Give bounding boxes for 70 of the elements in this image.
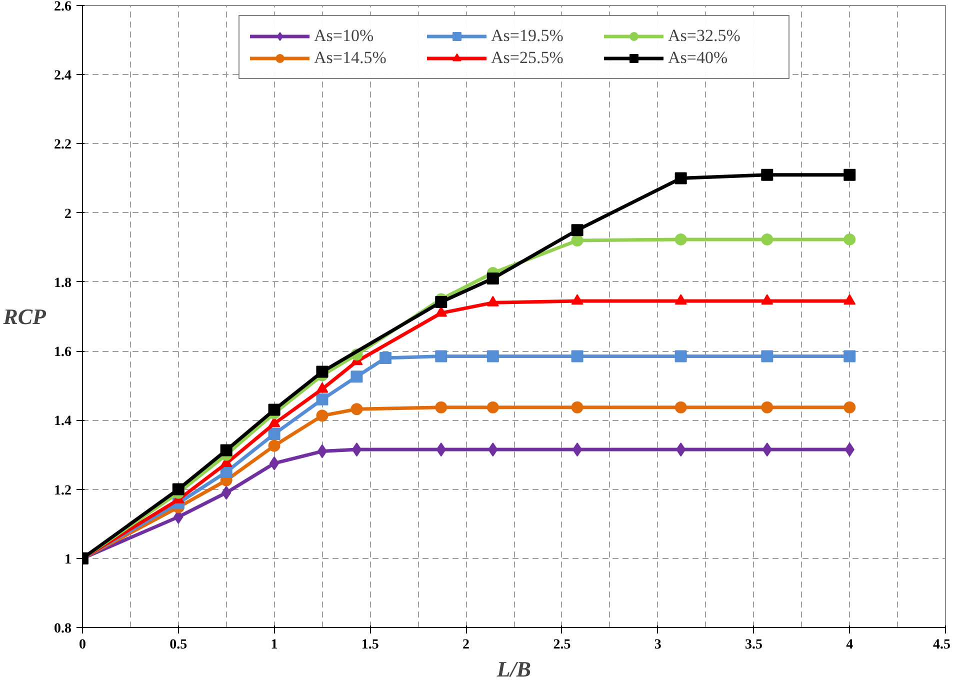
x-tick-label: 1 [270, 638, 278, 652]
point [352, 442, 362, 457]
x-tick-label: 4.5 [933, 638, 950, 652]
legend-label: As=32.5% [668, 26, 742, 46]
y-tick-label: 2.2 [54, 138, 72, 153]
y-tick-label: 0.8 [54, 622, 72, 636]
point [761, 233, 774, 246]
point [844, 350, 856, 362]
point [172, 483, 184, 496]
point [761, 350, 774, 362]
point [486, 350, 499, 362]
point [316, 366, 328, 378]
x-tick-label: 0 [79, 638, 86, 652]
point [268, 428, 280, 440]
point [350, 403, 363, 416]
x-tick-label: 0.5 [170, 638, 188, 652]
point [269, 456, 280, 470]
point [674, 233, 687, 246]
x-tick-label: 1.5 [361, 638, 379, 652]
legend-label: As=19.5% [491, 26, 564, 46]
point [571, 294, 584, 305]
point [486, 272, 499, 284]
point [486, 296, 499, 306]
point [761, 168, 774, 181]
y-tick-label: 2 [64, 206, 72, 222]
legend-label: As=14.5% [314, 48, 388, 68]
x-tick-label: 4 [846, 638, 854, 652]
point [761, 401, 774, 414]
point [571, 401, 584, 414]
x-tick-label: 3.5 [744, 638, 762, 652]
point [435, 350, 448, 362]
legend-label: As=40% [668, 48, 729, 68]
legend-label: As=25.5% [491, 48, 564, 68]
point [380, 352, 392, 364]
point [674, 401, 687, 414]
point [486, 401, 499, 414]
point [844, 294, 856, 305]
y-tick-label: 1.8 [54, 276, 72, 291]
point [571, 350, 584, 362]
point [435, 401, 448, 414]
point [761, 294, 774, 305]
legend-label: As=10% [314, 26, 375, 46]
x-tick-label: 3 [654, 638, 662, 652]
y-tick-label: 2.4 [54, 68, 72, 84]
point [316, 410, 328, 422]
point [844, 168, 856, 181]
y-axis-title: RCP [2, 304, 47, 329]
point [350, 370, 363, 383]
point [572, 442, 582, 457]
point [268, 440, 280, 452]
y-tick-label: 1.6 [54, 345, 72, 360]
point [435, 296, 448, 308]
y-tick-label: 1.4 [54, 414, 72, 430]
x-axis-title: L/B [496, 656, 532, 682]
point [316, 382, 328, 393]
x-tick-label: 2 [462, 638, 470, 652]
point [268, 404, 280, 416]
point [674, 294, 687, 305]
point [571, 224, 584, 236]
point [844, 401, 856, 414]
y-tick-label: 1.2 [54, 483, 72, 498]
y-tick-label: 2.6 [54, 0, 72, 14]
point [220, 444, 232, 456]
point [674, 172, 687, 184]
y-tick-label: 1 [64, 552, 72, 568]
x-tick-label: 2.5 [553, 638, 571, 652]
point [844, 233, 856, 246]
point [316, 393, 328, 406]
point [317, 444, 328, 458]
point [674, 350, 687, 362]
